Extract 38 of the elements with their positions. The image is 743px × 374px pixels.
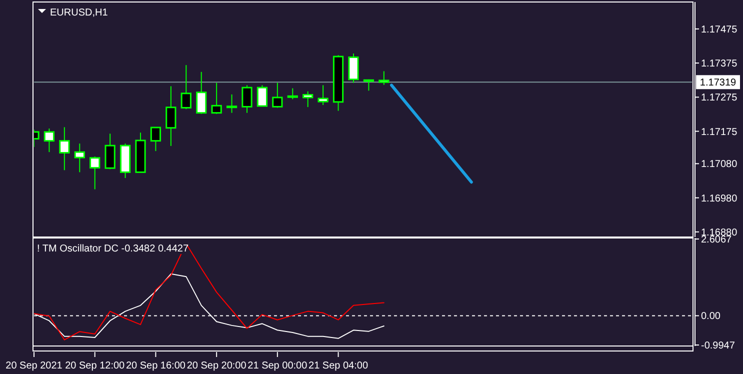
y-tick-label: 1.17375 [701,58,738,70]
candlestick [302,90,314,108]
y-tick-label: 1.16980 [701,193,738,204]
candlestick [226,94,238,114]
candlestick [180,64,192,110]
x-tick-label: 20 Sep 2021 [6,360,63,372]
candlestick [166,86,176,146]
chart-title: ! TM Oscillator DC -0.3482 0.4427 [37,244,189,254]
candlestick [211,82,222,114]
y-tick-label: -0.9947 [701,340,736,352]
candlestick [318,84,328,106]
candlestick [104,133,116,170]
y-tick-label: 1.17475 [701,24,738,36]
x-tick-label: 20 Sep 20:00 [186,360,247,372]
x-tick-label: 20 Sep 16:00 [126,360,186,372]
candlestick [196,71,207,114]
ref-line-label: 1.17319 [700,78,737,89]
y-tick-label: 1.17080 [701,159,738,170]
candlestick [74,143,85,173]
candlestick [150,126,162,152]
x-tick-label: 21 Sep 00:00 [248,360,308,372]
candlestick [90,156,100,190]
y-tick-label: 1.17175 [701,126,738,138]
y-tick-label: 0.00 [701,311,721,322]
candlestick [44,128,55,153]
x-tick-label: 21 Sep 04:00 [308,360,368,372]
candlestick [256,84,268,107]
line-series [34,243,384,340]
candlestick [59,126,70,171]
candlestick [378,70,390,86]
y-tick-label: 2.6067 [701,234,732,246]
candlestick [272,82,283,108]
candlestick [287,88,298,100]
candlestick [242,84,252,114]
y-tick-label: 1.17275 [701,92,738,104]
text: EURUSD,H1 [50,8,108,18]
x-tick-label: 20 Sep 12:00 [65,360,126,372]
candlestick [348,52,359,84]
